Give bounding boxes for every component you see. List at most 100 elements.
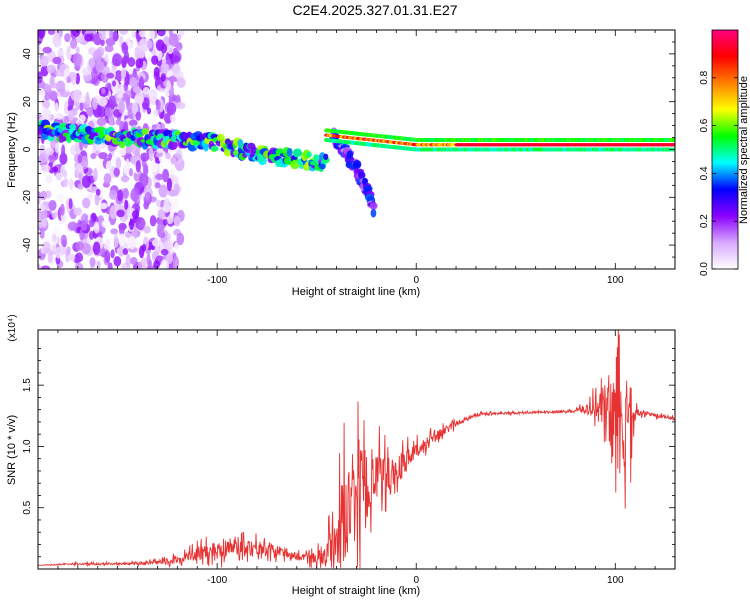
noise-blob — [146, 107, 152, 115]
noise-blob — [86, 106, 94, 117]
noise-blob — [118, 100, 125, 114]
noise-blob — [92, 50, 99, 59]
noise-blob — [55, 69, 65, 77]
branch-blob — [323, 153, 329, 161]
noise-blob — [147, 88, 158, 98]
tick-label: 0.8 — [699, 70, 710, 84]
noise-blob — [154, 182, 161, 189]
branch-blob — [141, 128, 149, 136]
noise-blob — [101, 87, 106, 95]
noise-blob — [140, 152, 150, 162]
tick-label: 0 — [22, 146, 33, 152]
snr-ylabel: SNR (10 * v/v) — [6, 415, 18, 485]
tick-label: 1.5 — [22, 378, 33, 392]
noise-blob — [141, 243, 147, 252]
noise-blob — [70, 38, 78, 49]
branch-blob — [66, 133, 72, 144]
noise-blob — [38, 43, 41, 55]
noise-blob — [75, 241, 85, 251]
noise-blob — [166, 80, 172, 91]
branch-blob — [318, 163, 326, 170]
noise-blob — [90, 152, 97, 160]
noise-blob — [158, 184, 169, 198]
noise-blob — [115, 118, 122, 126]
noise-blob — [172, 63, 181, 78]
noise-blob — [162, 168, 170, 183]
branch-blob — [306, 151, 312, 158]
noise-blob — [163, 240, 174, 252]
tick-label: 40 — [22, 48, 33, 60]
noise-blob — [157, 208, 166, 220]
tick-label: 100 — [607, 575, 624, 586]
noise-blob — [38, 263, 41, 269]
noise-blob — [97, 96, 108, 107]
noise-blob — [38, 154, 46, 164]
noise-blob — [38, 71, 43, 84]
snr-panel: -100 0 100 0.5 1.0 1.5 Height of straight lin… — [6, 314, 676, 597]
noise-blob — [133, 86, 142, 94]
noise-blob — [135, 217, 146, 231]
branch-blob — [168, 140, 178, 151]
noise-blob — [108, 189, 118, 200]
noise-blob — [38, 88, 46, 99]
snr-xlabel: Height of straight line (km) — [292, 585, 420, 597]
branch-blob — [286, 147, 293, 157]
noise-blob — [92, 168, 98, 182]
noise-blob — [135, 111, 141, 121]
noise-blob — [130, 257, 138, 265]
noise-blob — [73, 207, 83, 216]
noise-blob — [42, 46, 52, 54]
noise-blob — [120, 67, 127, 79]
noise-blob — [105, 37, 116, 47]
noise-blob — [67, 221, 78, 231]
colorbar: 0.0 0.2 0.4 0.6 0.8 Normalized spectral ampl… — [699, 29, 750, 276]
noise-blob — [127, 41, 134, 49]
noise-blob — [166, 177, 173, 192]
noise-blob — [45, 174, 53, 184]
noise-blob — [124, 199, 129, 210]
noise-blob — [52, 166, 59, 173]
noise-blob — [129, 77, 138, 88]
noise-blob — [148, 30, 155, 42]
noise-blob — [89, 256, 96, 268]
noise-blob — [155, 39, 165, 51]
noise-blob — [43, 247, 52, 255]
branch-blob — [352, 159, 362, 169]
noise-blob — [160, 248, 169, 256]
noise-blob — [125, 253, 131, 268]
tick-label: -100 — [207, 275, 227, 286]
noise-blob — [121, 55, 130, 64]
noise-blob — [96, 117, 107, 127]
noise-blob — [108, 95, 116, 105]
noise-blob — [61, 144, 66, 158]
noise-blob — [68, 198, 73, 210]
noise-blob — [46, 64, 57, 74]
noise-blob — [122, 248, 129, 255]
noise-blob — [38, 30, 46, 39]
noise-blob — [99, 186, 104, 199]
noise-blob — [92, 97, 98, 111]
noise-blob — [168, 75, 177, 83]
noise-blob — [100, 39, 105, 47]
snr-background — [38, 330, 675, 569]
colorbar-ticks: 0.0 0.2 0.4 0.6 0.8 — [699, 70, 738, 276]
noise-blob — [87, 193, 93, 200]
noise-blob — [173, 183, 180, 196]
noise-blob — [104, 250, 111, 264]
noise-blob — [110, 228, 119, 235]
noise-blob — [163, 197, 171, 211]
branch-blob — [69, 123, 76, 130]
spectrogram-marks — [38, 30, 675, 269]
noise-blob — [120, 175, 130, 183]
noise-blob — [88, 218, 95, 228]
noise-blob — [149, 67, 155, 75]
noise-blob — [71, 30, 81, 38]
noise-blob — [56, 193, 65, 203]
noise-blob — [164, 112, 173, 124]
noise-blob — [55, 80, 66, 93]
colorbar-gradient — [712, 30, 738, 269]
tick-label: 0 — [413, 275, 419, 286]
noise-blob — [138, 75, 145, 90]
noise-blob — [113, 256, 122, 267]
noise-blob — [108, 153, 113, 161]
